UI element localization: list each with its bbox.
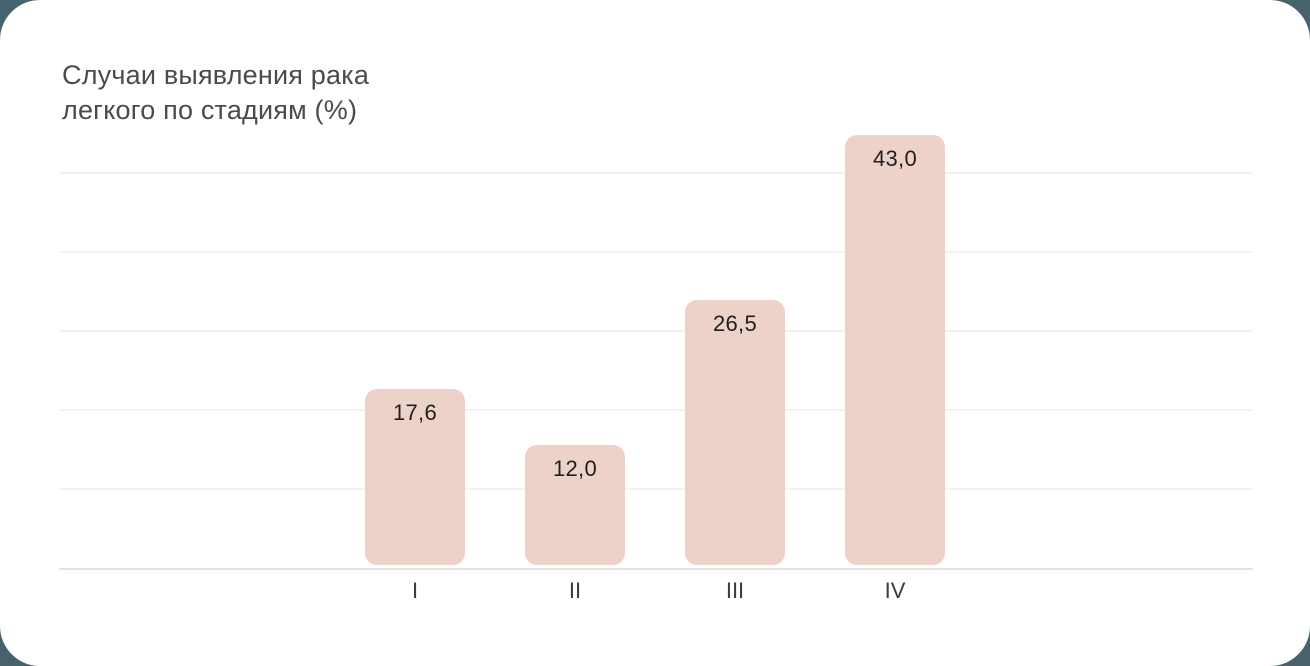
bar-value-label: 12,0 (552, 456, 598, 481)
bar-stage-II: 12,0 (525, 445, 625, 565)
x-axis-line (59, 568, 1253, 570)
chart-title: Случаи выявления рака легкого по стадиям… (62, 60, 370, 125)
bar-stage-IV: 43,0 (845, 135, 945, 565)
gridline (59, 330, 1253, 332)
bar-stage-I: 17,6 (365, 389, 465, 565)
gridline (59, 251, 1253, 253)
x-axis-label-I: I (411, 578, 419, 603)
bar-value-label: 17,6 (392, 400, 438, 425)
bar-value-label: 26,5 (712, 311, 758, 336)
x-axis-label-II: II (568, 578, 582, 603)
gridline (59, 409, 1253, 411)
bar-value-label: 43,0 (872, 146, 918, 171)
x-axis-label-III: III (725, 578, 745, 603)
gridline (59, 488, 1253, 490)
gridline (59, 172, 1253, 174)
bar-stage-III: 26,5 (685, 300, 785, 565)
x-axis-label-IV: IV (884, 578, 906, 603)
